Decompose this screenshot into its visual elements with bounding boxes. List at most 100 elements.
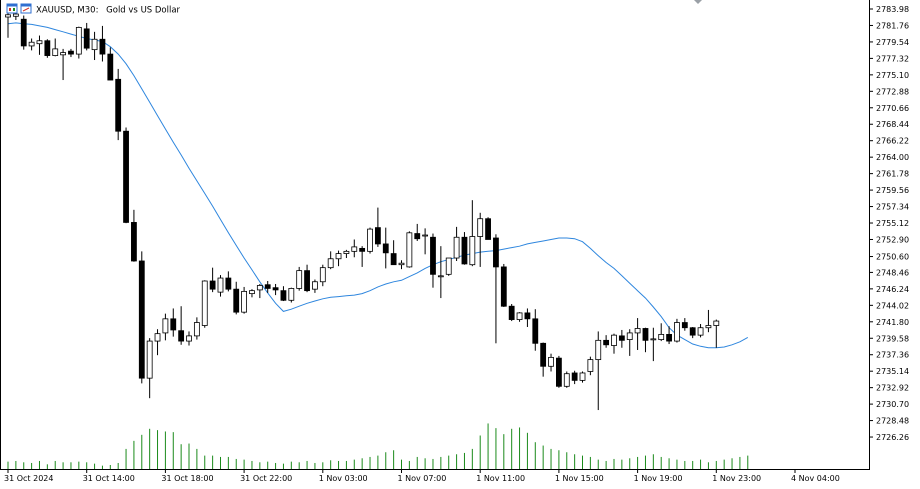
candle[interactable] (689, 326, 696, 339)
candle[interactable] (658, 323, 665, 342)
candle[interactable] (516, 312, 523, 322)
candle[interactable] (524, 308, 531, 327)
candle[interactable] (705, 309, 712, 333)
candle[interactable] (359, 246, 366, 267)
candle[interactable] (312, 279, 318, 293)
candle[interactable] (666, 326, 672, 345)
candle[interactable] (422, 228, 429, 255)
candle[interactable] (634, 318, 641, 350)
candle[interactable] (437, 246, 444, 299)
price-tick: 2772.88 (869, 87, 909, 96)
candle[interactable] (272, 283, 279, 296)
candle[interactable] (540, 342, 547, 377)
candle[interactable] (398, 260, 405, 270)
candle[interactable] (382, 227, 389, 269)
candle[interactable] (611, 333, 617, 354)
candle[interactable] (485, 217, 491, 240)
bear-candle-body (107, 53, 114, 81)
svg-text:2735.14: 2735.14 (876, 367, 909, 376)
candle[interactable] (68, 48, 74, 58)
candle[interactable] (461, 232, 468, 265)
candle[interactable] (20, 15, 27, 50)
candle[interactable] (115, 68, 122, 141)
candle[interactable] (99, 25, 106, 62)
candle[interactable] (681, 318, 688, 331)
candle[interactable] (650, 327, 657, 362)
candle[interactable] (233, 281, 240, 315)
candle[interactable] (52, 38, 59, 57)
candle[interactable] (241, 286, 248, 314)
candle[interactable] (477, 212, 484, 267)
candle[interactable] (264, 281, 271, 293)
candle[interactable] (249, 289, 255, 298)
candle[interactable] (138, 251, 145, 384)
candle[interactable] (60, 48, 66, 81)
candle[interactable] (319, 264, 326, 287)
candle[interactable] (579, 371, 586, 383)
candle[interactable] (493, 234, 499, 344)
candle[interactable] (508, 303, 515, 322)
candle[interactable] (280, 286, 287, 302)
candle[interactable] (430, 233, 436, 288)
candle[interactable] (642, 327, 649, 353)
candle[interactable] (374, 207, 381, 247)
time-tick: 1 Nov 07:00 (398, 469, 446, 483)
candle[interactable] (186, 331, 192, 346)
candle[interactable] (406, 231, 413, 268)
candle[interactable] (697, 324, 704, 338)
candle[interactable] (162, 313, 169, 341)
candle[interactable] (225, 271, 232, 292)
candle[interactable] (453, 226, 460, 261)
candle[interactable] (469, 200, 476, 267)
candle[interactable] (304, 264, 310, 293)
candle[interactable] (674, 318, 680, 343)
candles[interactable] (5, 9, 720, 411)
candle[interactable] (91, 31, 98, 61)
candle[interactable] (563, 371, 570, 388)
candle[interactable] (44, 39, 51, 58)
candle[interactable] (603, 335, 610, 348)
candle[interactable] (296, 266, 303, 291)
chart-shift-marker-icon[interactable] (694, 0, 702, 4)
candle[interactable] (587, 356, 594, 376)
candle[interactable] (713, 319, 720, 348)
candle[interactable] (201, 280, 208, 328)
candle[interactable] (618, 329, 625, 348)
candle[interactable] (571, 370, 578, 385)
candle[interactable] (532, 309, 539, 351)
candle[interactable] (414, 223, 421, 241)
candle[interactable] (500, 263, 507, 307)
candle[interactable] (217, 275, 224, 297)
candle[interactable] (123, 127, 129, 224)
candle[interactable] (256, 283, 263, 299)
candle[interactable] (131, 209, 137, 262)
candle[interactable] (36, 35, 43, 55)
candle[interactable] (170, 308, 177, 337)
candle[interactable] (351, 239, 358, 258)
candle[interactable] (548, 353, 554, 372)
candle[interactable] (390, 240, 397, 266)
candle[interactable] (367, 227, 373, 254)
candle[interactable] (209, 267, 216, 293)
candle[interactable] (343, 249, 350, 259)
candle[interactable] (595, 331, 602, 411)
candle[interactable] (5, 11, 11, 38)
candle[interactable] (335, 250, 342, 267)
candle[interactable] (288, 287, 295, 303)
bear-candle-body (618, 335, 625, 341)
candle[interactable] (75, 26, 82, 59)
price-tick: 2732.92 (869, 384, 909, 393)
candle[interactable] (178, 306, 185, 345)
candle[interactable] (626, 329, 633, 356)
candle[interactable] (107, 47, 114, 81)
candle[interactable] (327, 251, 334, 270)
candle[interactable] (146, 338, 153, 399)
candle[interactable] (28, 38, 35, 51)
candle[interactable] (154, 329, 161, 356)
candle[interactable] (445, 257, 452, 276)
candle[interactable] (556, 355, 562, 388)
candle[interactable] (83, 22, 90, 51)
candle[interactable] (193, 317, 200, 340)
